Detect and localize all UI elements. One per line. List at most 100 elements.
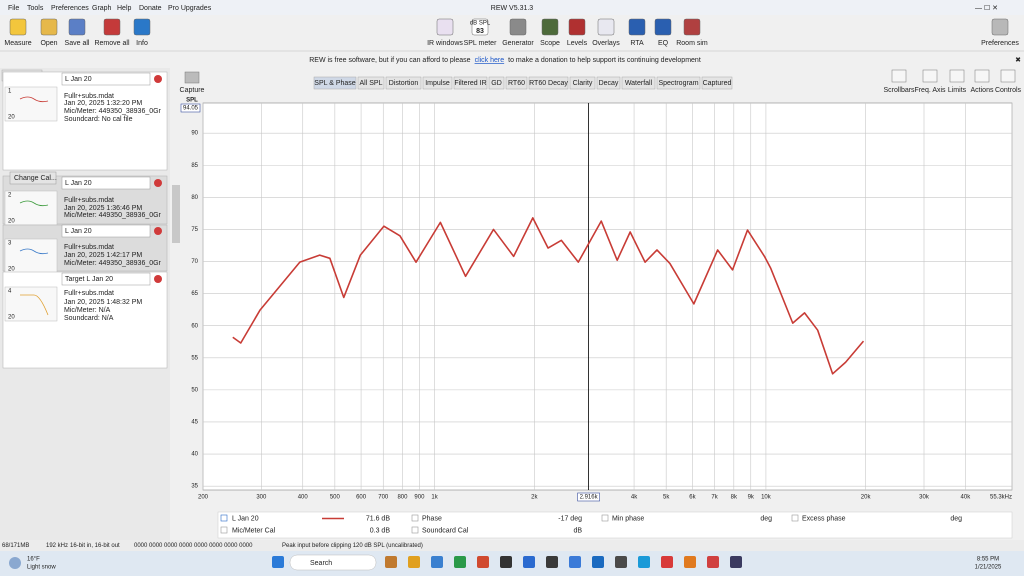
taskbar-app[interactable] <box>523 556 535 568</box>
graph-tab-label[interactable]: All SPL <box>360 80 383 87</box>
taskbar-app[interactable] <box>431 556 443 568</box>
graph-tab[interactable] <box>422 76 453 90</box>
taskbar-app[interactable] <box>661 556 673 568</box>
remove-button[interactable] <box>154 275 162 283</box>
taskbar-app[interactable] <box>730 556 742 568</box>
taskbar-app[interactable] <box>408 556 420 568</box>
measurement-name[interactable]: L Jan 20 <box>65 76 92 83</box>
graph-tab[interactable] <box>488 76 505 90</box>
taskbar-app[interactable] <box>707 556 719 568</box>
remove-button[interactable] <box>154 179 162 187</box>
graph-tab[interactable] <box>569 76 596 90</box>
change-cal-label[interactable]: Change Cal... <box>14 175 57 182</box>
menu-item[interactable]: Preferences <box>51 5 89 12</box>
min-phase-checkbox[interactable] <box>601 514 609 522</box>
toolbar-label[interactable]: Measure <box>4 40 31 47</box>
view-control-label[interactable]: Scrollbars <box>883 87 915 94</box>
toolbar-icon[interactable] <box>628 18 646 36</box>
taskbar-app[interactable] <box>500 556 512 568</box>
remove-button[interactable] <box>154 75 162 83</box>
toolbar-label[interactable]: Levels <box>567 40 588 47</box>
toolbar-icon[interactable] <box>568 18 586 36</box>
toolbar-icon[interactable] <box>68 18 86 36</box>
toolbar-label[interactable]: Info <box>136 40 148 47</box>
toolbar-label[interactable]: Preferences <box>981 40 1019 47</box>
donation-link[interactable]: click here <box>475 57 505 64</box>
view-control-icon[interactable] <box>1000 69 1016 83</box>
menu-item[interactable]: File <box>8 5 19 12</box>
graph-tab-label[interactable]: GD <box>491 80 502 87</box>
phase-checkbox[interactable] <box>411 514 419 522</box>
toolbar-icon[interactable] <box>133 18 151 36</box>
panel-scroll[interactable] <box>172 185 180 243</box>
graph-tab-label[interactable]: Spectrogram <box>658 80 698 87</box>
toolbar-icon[interactable] <box>436 18 454 36</box>
graph-tab[interactable] <box>357 76 385 90</box>
toolbar-icon[interactable] <box>471 18 489 36</box>
toolbar-icon[interactable] <box>683 18 701 36</box>
mic-cal-label[interactable]: Mic/Meter Cal <box>232 527 276 534</box>
taskbar-app[interactable] <box>592 556 604 568</box>
graph-tab-label[interactable]: Clarity <box>573 80 593 87</box>
measurement-name[interactable]: L Jan 20 <box>65 180 92 187</box>
toolbar-label[interactable]: Open <box>40 40 57 47</box>
measurement-name-box[interactable] <box>61 72 151 86</box>
menu-item[interactable]: Graph <box>92 5 112 12</box>
view-control-label[interactable]: Controls <box>995 87 1022 94</box>
graph-tab[interactable] <box>528 76 569 90</box>
taskbar-app[interactable] <box>385 556 397 568</box>
toolbar-icon[interactable] <box>654 18 672 36</box>
toolbar-label[interactable]: Remove all <box>94 40 129 47</box>
start-button[interactable] <box>272 556 284 568</box>
view-control-label[interactable]: Freq. Axis <box>914 87 946 94</box>
view-control-icon[interactable] <box>949 69 965 83</box>
menu-item[interactable]: Tools <box>27 5 44 12</box>
graph-tab[interactable] <box>505 76 528 90</box>
graph-tab[interactable] <box>621 76 656 90</box>
taskbar-app[interactable] <box>569 556 581 568</box>
graph-tab-label[interactable]: Captured <box>703 80 732 87</box>
toolbar-icon[interactable] <box>991 18 1009 36</box>
view-control-icon[interactable] <box>922 69 938 83</box>
graph-tab-label[interactable]: Decay <box>599 80 619 87</box>
toolbar-icon[interactable] <box>40 18 58 36</box>
min-phase-label[interactable]: Min phase <box>612 515 644 522</box>
toolbar-label[interactable]: SPL meter <box>464 40 497 47</box>
measurement-name-box[interactable] <box>61 272 151 286</box>
view-control-icon[interactable] <box>974 69 990 83</box>
series-checkbox[interactable] <box>220 514 228 522</box>
legend-name[interactable]: L Jan 20 <box>232 515 259 522</box>
excess-phase-label[interactable]: Excess phase <box>802 515 846 522</box>
view-control-icon[interactable] <box>891 69 907 83</box>
menu-item[interactable]: Pro Upgrades <box>168 5 212 12</box>
graph-tab-label[interactable]: RT60 <box>508 80 525 87</box>
graph-tab-label[interactable]: Filtered IR <box>454 80 486 87</box>
toolbar-label[interactable]: Generator <box>502 40 534 47</box>
remove-button[interactable] <box>154 227 162 235</box>
toolbar-label[interactable]: Overlays <box>592 40 620 47</box>
graph-tab-label[interactable]: SPL & Phase <box>314 80 355 87</box>
graph-tab-label[interactable]: RT60 Decay <box>529 80 568 87</box>
taskbar-app[interactable] <box>638 556 650 568</box>
toolbar-icon[interactable] <box>541 18 559 36</box>
taskbar-app[interactable] <box>454 556 466 568</box>
toolbar-label[interactable]: Room sim <box>676 40 708 47</box>
graph-tab[interactable] <box>385 76 422 90</box>
measurement-name[interactable]: L Jan 20 <box>65 228 92 235</box>
graph-tab[interactable] <box>313 76 357 90</box>
toolbar-label[interactable]: Save all <box>65 40 90 47</box>
graph-tab[interactable] <box>656 76 701 90</box>
mic-cal-checkbox[interactable] <box>220 526 228 534</box>
window-controls[interactable]: — ☐ ✕ <box>975 4 998 12</box>
graph-tab-label[interactable]: Impulse <box>425 80 450 87</box>
excess-phase-checkbox[interactable] <box>791 514 799 522</box>
change-cal-button[interactable] <box>9 171 57 185</box>
measurement-name-box[interactable] <box>61 176 151 190</box>
graph-tab[interactable] <box>596 76 621 90</box>
menu-item[interactable]: Help <box>117 5 132 12</box>
donation-close[interactable]: ✖ <box>1015 57 1021 64</box>
toolbar-icon[interactable] <box>597 18 615 36</box>
measurement-name-box[interactable] <box>61 224 151 238</box>
soundcard-cal-checkbox[interactable] <box>411 526 419 534</box>
taskbar-app[interactable] <box>684 556 696 568</box>
